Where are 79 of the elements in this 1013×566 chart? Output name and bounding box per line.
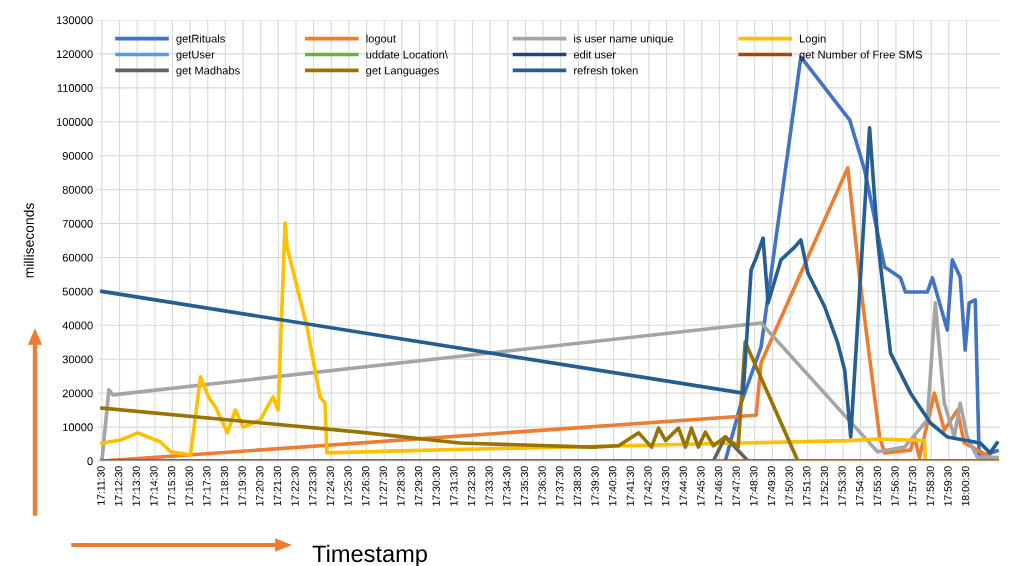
legend-label: getUser — [176, 50, 215, 61]
x-tick-label: 17:35:30 — [520, 466, 529, 506]
x-tick-label: 17:30:30 — [432, 466, 440, 506]
x-tick-label: 17:45:30 — [697, 466, 705, 506]
y-tick-label: 100000 — [56, 118, 93, 126]
x-tick-label: 17:52:30 — [820, 466, 829, 506]
x-tick-label: 17:49:30 — [767, 466, 776, 506]
x-tick-label: 17:16:30 — [185, 466, 193, 506]
x-tick-label: 17:21:30 — [273, 466, 282, 506]
x-tick-label: 17:27:30 — [379, 466, 387, 506]
x-tick-label: 17:23:30 — [309, 466, 317, 506]
x-tick-label: 17:48:30 — [750, 466, 758, 506]
x-tick-label: 17:22:30 — [291, 466, 299, 506]
line-series — [100, 340, 999, 461]
y-tick-label: 90000 — [62, 151, 93, 160]
y-tick-label: 0 — [87, 457, 93, 466]
legend-label: getRituals — [176, 34, 225, 45]
x-tick-label: 17:14:30 — [150, 466, 158, 506]
legend-label: edit user — [573, 50, 616, 59]
y-tick-label: 10000 — [63, 423, 93, 432]
x-tick-label: 17:20:30 — [256, 466, 264, 506]
line-series — [100, 301, 999, 461]
x-tick-label: 17:39:30 — [591, 466, 599, 506]
x-tick-label: 17:57:30 — [908, 466, 917, 506]
y-tick-label: 50000 — [62, 287, 93, 296]
x-tick-label: 17:33:30 — [485, 466, 493, 506]
x-tick-label: 17:59:30 — [944, 466, 952, 506]
x-tick-label: 17:19:30 — [238, 466, 246, 506]
legend-label: Login — [799, 34, 826, 45]
x-tick-label: 17:32:30 — [467, 466, 476, 506]
x-tick-label: 17:29:30 — [414, 466, 423, 506]
y-tick-label: 30000 — [62, 355, 93, 364]
y-tick-label: 110000 — [57, 84, 93, 92]
y-axis-title: milliseconds — [23, 203, 34, 278]
x-tick-label: 17:37:30 — [556, 466, 564, 506]
x-tick-label: 17:58:30 — [926, 466, 934, 506]
x-tick-label: 18:00:30 — [961, 466, 970, 506]
x-tick-label: 17:34:30 — [503, 466, 511, 506]
x-tick-label: 17:25:30 — [344, 466, 352, 506]
x-tick-label: 17:51:30 — [803, 466, 811, 506]
legend-label: uddate Location\ — [366, 50, 448, 59]
x-tick-label: 17:54:30 — [856, 466, 864, 506]
x-tick-label: 17:31:30 — [450, 466, 458, 506]
legend-label: is user name unique — [574, 34, 673, 45]
legend-label: logout — [366, 34, 396, 45]
x-tick-label: 17:12:30 — [114, 466, 123, 506]
y-tick-label: 130000 — [56, 16, 93, 25]
x-tick-label: 17:11:30 — [97, 466, 105, 505]
x-tick-label: 17:15:30 — [167, 466, 176, 506]
x-tick-label: 17:41:30 — [626, 466, 635, 506]
x-tick-label: 17:42:30 — [644, 466, 652, 506]
y-tick-label: 40000 — [62, 321, 93, 330]
y-tick-label: 70000 — [62, 219, 93, 228]
x-tick-label: 17:46:30 — [714, 466, 723, 506]
y-tick-label: 120000 — [56, 50, 93, 59]
x-axis-title: Timestamp — [312, 544, 427, 566]
x-tick-label: 17:36:30 — [538, 466, 546, 506]
x-tick-label: 17:47:30 — [732, 466, 740, 506]
x-tick-label: 17:44:30 — [679, 466, 687, 506]
x-tick-label: 17:56:30 — [891, 466, 899, 506]
x-tick-label: 17:28:30 — [397, 466, 405, 506]
legend-label: get Number of Free SMS — [799, 50, 923, 61]
x-tick-label: 17:55:30 — [873, 466, 882, 506]
y-tick-label: 60000 — [62, 253, 93, 262]
x-tick-label: 17:13:30 — [132, 466, 140, 506]
x-tick-label: 17:53:30 — [838, 466, 846, 506]
y-tick-label: 20000 — [62, 389, 93, 398]
x-tick-label: 17:43:30 — [661, 466, 670, 506]
x-tick-label: 17:38:30 — [573, 466, 582, 506]
legend-label: get Madhabs — [176, 66, 240, 77]
x-tick-label: 17:24:30 — [326, 466, 335, 506]
legend-label: get Languages — [366, 66, 439, 77]
y-tick-label: 80000 — [62, 185, 93, 194]
legend-label: refresh token — [574, 66, 638, 75]
x-tick-label: 17:17:30 — [203, 466, 211, 506]
x-tick-label: 17:50:30 — [785, 466, 793, 506]
x-tick-label: 17:18:30 — [220, 466, 229, 506]
x-tick-label: 17:26:30 — [361, 466, 370, 506]
x-tick-label: 17:40:30 — [609, 466, 617, 506]
